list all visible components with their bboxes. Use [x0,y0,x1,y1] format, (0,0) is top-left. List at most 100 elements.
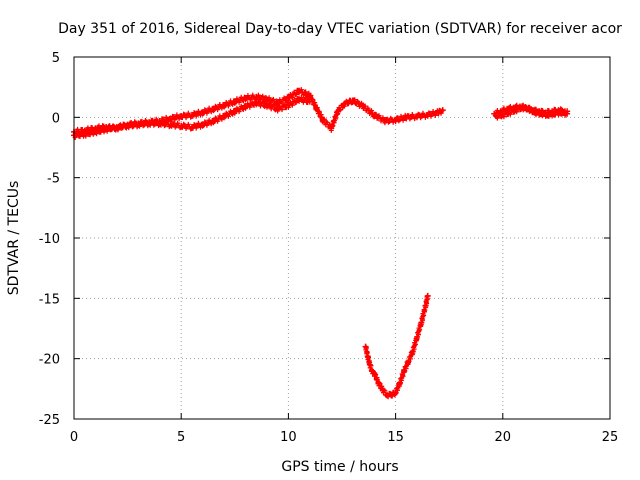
data-point [313,104,320,111]
data-point [178,122,185,129]
x-tick-label: 10 [280,430,297,445]
y-tick-label: -10 [39,232,60,247]
data-point [231,98,238,105]
data-point [388,391,395,398]
data-point [538,110,545,117]
data-point [544,111,551,118]
data-point [364,353,371,360]
data-point [424,292,431,299]
data-point [285,102,292,109]
data-point [199,109,206,116]
data-point [199,121,206,128]
x-tick-label: 20 [495,430,512,445]
data-point [188,111,195,118]
data-point [366,361,373,368]
data-point [274,99,281,106]
data-segment [362,292,431,400]
y-tick-label: 0 [52,111,60,126]
data-point [392,116,399,123]
data-point [334,108,341,115]
y-tick-label: 5 [52,51,60,66]
data-point [403,114,410,121]
data-point [242,95,249,102]
data-point [253,99,260,106]
data-point [188,123,195,130]
data-point [557,109,564,116]
data-point [135,121,142,128]
data-segment [71,87,446,137]
data-point [285,95,292,102]
data-point [349,97,356,104]
data-point [493,113,500,120]
data-point [418,319,425,326]
data-point [405,358,412,365]
data-point [231,108,238,115]
x-tick-label: 15 [387,430,404,445]
data-point [221,102,228,109]
axis-ticks: 0 5 10 15 20 25 5 0 -5 -10 -15 -20 -25 [39,51,619,445]
data-points [363,294,430,400]
data-point [306,98,313,105]
data-point [341,101,348,108]
data-point [401,367,408,374]
data-segment [493,104,571,121]
data-point [381,117,388,124]
data-point [424,111,431,118]
data-point [504,105,511,112]
data-point [506,109,513,116]
y-axis-label: SDTVAR / TECUs [6,181,22,296]
data-point [113,123,120,130]
data-point [512,107,519,114]
data-point [328,125,335,132]
data-point [375,379,382,386]
data-point [551,110,558,117]
data-point [414,113,421,120]
data-point [392,389,399,396]
data-point [296,96,303,103]
data-point [519,104,526,111]
data-point [103,126,110,133]
data-point [362,343,369,350]
data-point [263,96,270,103]
data-point [210,105,217,112]
data-point [379,387,386,394]
data-point [439,107,446,114]
data-point [167,115,174,122]
data-point [81,131,88,138]
x-tick-label: 0 [70,430,78,445]
data-point [306,92,313,99]
data-point [422,302,429,309]
data-point [296,87,303,94]
data-point [253,93,260,100]
data-point [263,102,270,109]
data-point [409,348,416,355]
data-point [525,105,532,112]
data-point [146,120,153,127]
data-segment [71,95,313,140]
y-tick-label: -20 [39,353,60,368]
data-point [124,122,131,129]
y-tick-label: -15 [39,292,60,307]
x-tick-label: 5 [177,430,185,445]
data-point [396,379,403,386]
data-point [319,116,326,123]
data-point [92,128,99,135]
data-point [414,333,421,340]
data-point [564,110,571,117]
data-point [242,103,249,110]
data-point [221,113,228,120]
y-tick-label: -25 [39,413,60,428]
data-point [178,113,185,120]
data-point [167,121,174,128]
data-point [371,370,378,377]
data-point [435,109,442,116]
plot-area [71,87,571,400]
x-tick-label: 25 [602,430,619,445]
data-point [371,111,378,118]
data-points [71,87,445,137]
data-point [210,117,217,124]
data-point [274,105,281,112]
data-point [531,109,538,116]
x-axis-label: GPS time / hours [281,459,398,475]
chart-title: Day 351 of 2016, Sidereal Day-to-day VTE… [58,21,622,37]
